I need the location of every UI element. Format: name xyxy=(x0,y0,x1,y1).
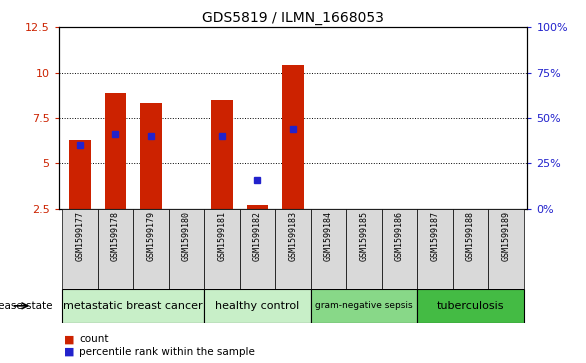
Text: count: count xyxy=(79,334,108,344)
Text: gram-negative sepsis: gram-negative sepsis xyxy=(315,301,413,310)
Bar xyxy=(282,65,304,209)
Text: GSM1599179: GSM1599179 xyxy=(146,211,155,261)
Text: GSM1599182: GSM1599182 xyxy=(253,211,262,261)
Text: GSM1599183: GSM1599183 xyxy=(288,211,298,261)
Text: GSM1599189: GSM1599189 xyxy=(502,211,510,261)
Bar xyxy=(453,209,488,289)
Bar xyxy=(311,209,346,289)
Bar xyxy=(204,209,240,289)
Bar xyxy=(417,289,524,323)
Text: GSM1599187: GSM1599187 xyxy=(431,211,440,261)
Text: healthy control: healthy control xyxy=(216,301,299,311)
Bar xyxy=(98,209,133,289)
Bar xyxy=(488,209,524,289)
Bar xyxy=(346,209,382,289)
Text: ■: ■ xyxy=(64,347,75,357)
Bar xyxy=(169,209,204,289)
Text: disease state: disease state xyxy=(0,301,53,311)
Text: ■: ■ xyxy=(64,334,75,344)
Bar xyxy=(140,103,162,209)
Text: GSM1599177: GSM1599177 xyxy=(76,211,84,261)
Bar xyxy=(105,93,126,209)
Bar xyxy=(311,289,417,323)
Text: metastatic breast cancer: metastatic breast cancer xyxy=(63,301,203,311)
Text: GSM1599181: GSM1599181 xyxy=(217,211,226,261)
Bar xyxy=(204,289,311,323)
Bar xyxy=(382,209,417,289)
Title: GDS5819 / ILMN_1668053: GDS5819 / ILMN_1668053 xyxy=(202,11,384,25)
Text: tuberculosis: tuberculosis xyxy=(437,301,505,311)
Bar xyxy=(240,209,275,289)
Bar xyxy=(417,209,453,289)
Text: GSM1599180: GSM1599180 xyxy=(182,211,191,261)
Text: GSM1599186: GSM1599186 xyxy=(395,211,404,261)
Bar xyxy=(212,100,233,209)
Bar xyxy=(133,209,169,289)
Text: GSM1599184: GSM1599184 xyxy=(324,211,333,261)
Bar xyxy=(62,209,98,289)
Text: GSM1599188: GSM1599188 xyxy=(466,211,475,261)
Bar xyxy=(275,209,311,289)
Text: GSM1599185: GSM1599185 xyxy=(360,211,369,261)
Bar xyxy=(247,205,268,209)
Text: percentile rank within the sample: percentile rank within the sample xyxy=(79,347,255,357)
Bar xyxy=(69,140,91,209)
Text: GSM1599178: GSM1599178 xyxy=(111,211,120,261)
Bar xyxy=(62,289,204,323)
